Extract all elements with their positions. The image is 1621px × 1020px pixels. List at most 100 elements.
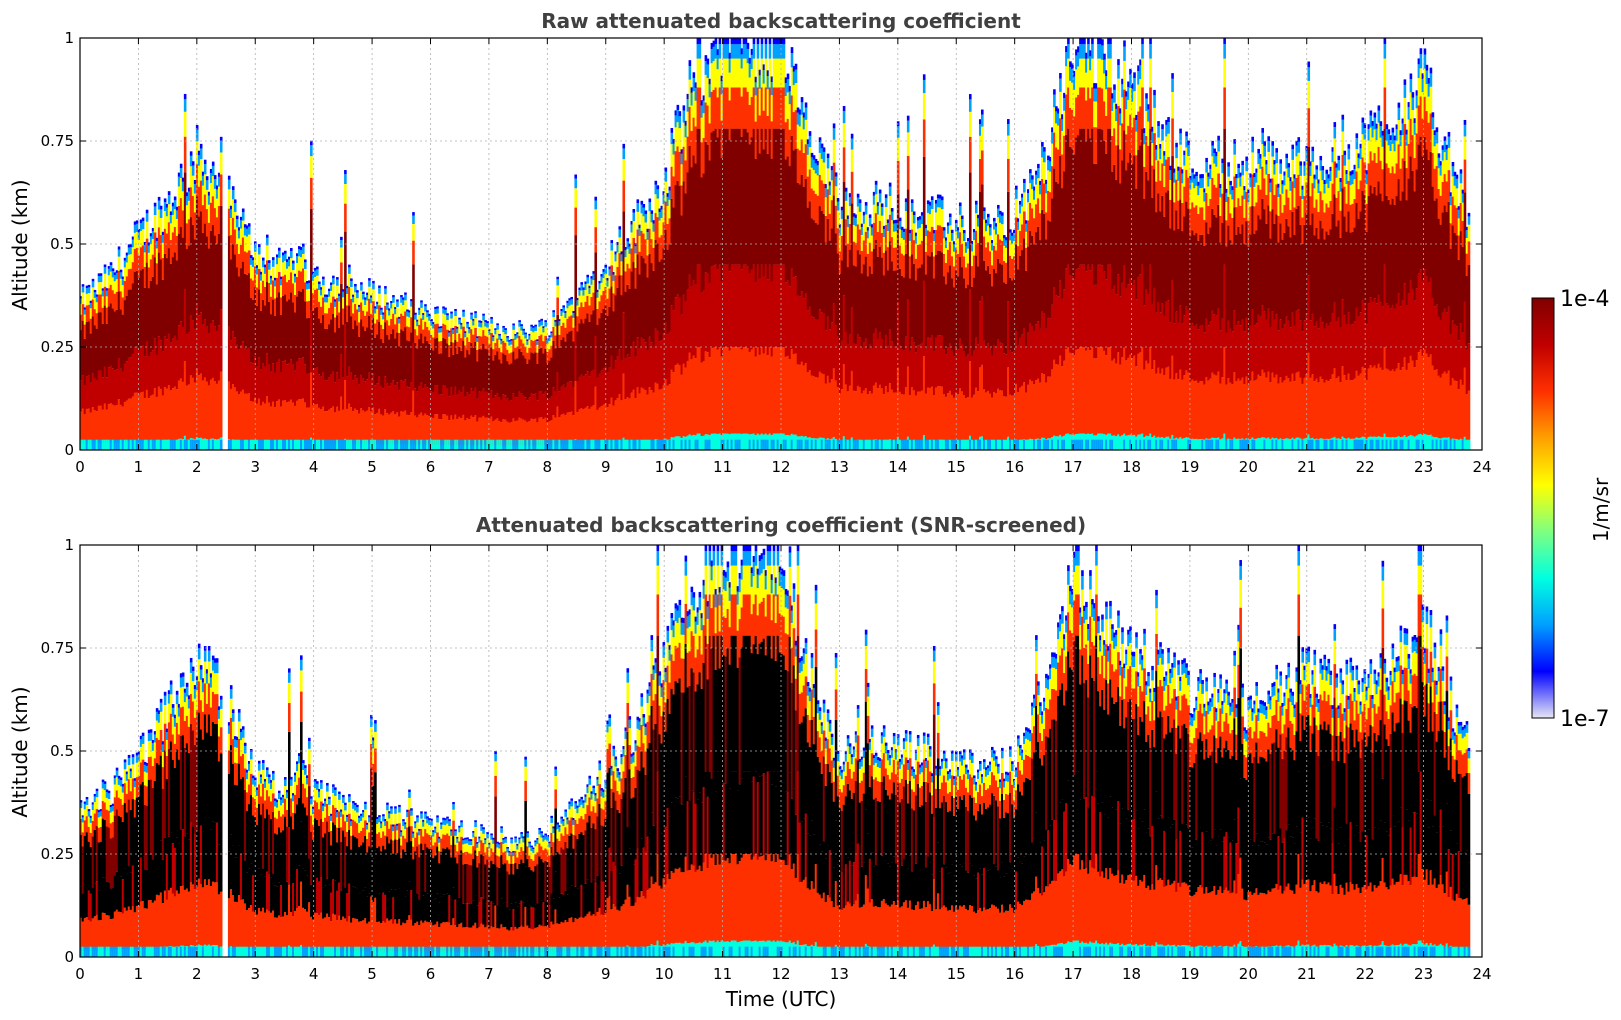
heatmap-column (606, 277, 610, 450)
heatmap-column (1037, 163, 1040, 450)
heatmap-column (756, 38, 760, 450)
heatmap-column (356, 290, 359, 450)
heatmap-column (314, 267, 317, 450)
heatmap-column (852, 213, 856, 450)
heatmap-column (187, 187, 191, 450)
x-tick-label: 13 (830, 458, 849, 476)
heatmap-column (984, 219, 988, 450)
heatmap-column (332, 275, 335, 450)
heatmap-column (476, 336, 479, 450)
heatmap-column (151, 227, 155, 450)
heatmap-column (638, 224, 642, 450)
heatmap-column (510, 339, 513, 450)
x-tick-label: 1 (134, 965, 144, 983)
heatmap-column (233, 199, 237, 450)
heatmap-column (782, 38, 786, 450)
heatmap-column (1161, 124, 1164, 450)
x-tick-label: 5 (367, 458, 377, 476)
heatmap-column (978, 119, 982, 450)
x-tick-label: 2 (192, 458, 202, 476)
heatmap-column (678, 111, 682, 450)
heatmap-column (410, 299, 413, 450)
x-tick-label: 24 (1472, 965, 1491, 983)
heatmap-column (1169, 165, 1172, 450)
heatmap-column (1173, 168, 1176, 450)
heatmap-column (1081, 38, 1084, 450)
heatmap-column (802, 112, 806, 450)
heatmap-column (564, 311, 567, 450)
heatmap-column (882, 225, 886, 450)
heatmap-column (722, 38, 726, 450)
heatmap-column (1007, 119, 1010, 450)
heatmap-column (298, 246, 301, 450)
heatmap-column (1039, 180, 1042, 450)
heatmap-column (304, 259, 307, 450)
heatmap-column (991, 240, 994, 450)
heatmap-column (1015, 185, 1018, 450)
heatmap-column (167, 191, 171, 450)
heatmap-column (704, 55, 708, 450)
heatmap-column (428, 313, 431, 450)
heatmap-column (1087, 38, 1090, 450)
heatmap-column (664, 167, 668, 450)
heatmap-column (968, 94, 972, 450)
heatmap-column (247, 223, 251, 450)
heatmap-column (592, 271, 596, 450)
heatmap-column (1069, 61, 1072, 450)
heatmap-column (418, 307, 421, 450)
heatmap-column (1217, 135, 1220, 450)
heatmap-column (816, 160, 820, 450)
heatmap-column (406, 309, 409, 450)
heatmap-column (350, 278, 353, 450)
heatmap-column (826, 153, 830, 450)
heatmap-column (1157, 121, 1160, 450)
heatmap-column (520, 324, 523, 450)
heatmap-column (1153, 89, 1156, 450)
heatmap-column (878, 189, 882, 450)
heatmap-column (616, 242, 620, 450)
heatmap-column (830, 166, 834, 450)
heatmap-column (956, 227, 960, 450)
x-tick-label: 1 (134, 458, 144, 476)
heatmap-column (432, 322, 435, 450)
heatmap-column (634, 243, 638, 450)
x-tick-label: 10 (655, 965, 674, 983)
colorbar-gradient (1531, 297, 1555, 719)
heatmap-column (790, 47, 794, 450)
heatmap-column (1105, 70, 1108, 450)
heatmap-column (283, 250, 287, 450)
heatmap-column (161, 231, 165, 450)
heatmap-column (518, 320, 521, 450)
heatmap-column (378, 285, 381, 450)
heatmap-column (898, 217, 902, 450)
heatmap-column (382, 312, 385, 450)
heatmap-column (558, 319, 561, 450)
heatmap-column (442, 306, 445, 450)
heatmap-column (764, 38, 768, 450)
heatmap-column (1059, 72, 1062, 450)
heatmap-column (119, 269, 123, 450)
x-tick-label: 6 (426, 458, 436, 476)
heatmap-column (526, 339, 529, 450)
heatmap-column (125, 252, 129, 450)
heatmap-column (408, 310, 411, 450)
heatmap-column (1075, 49, 1078, 450)
heatmap-column (568, 298, 571, 450)
heatmap-column (113, 272, 117, 450)
heatmap-column (320, 287, 323, 450)
heatmap-column (598, 280, 602, 450)
heatmap-column (211, 161, 215, 450)
heatmap-column (993, 217, 996, 450)
heatmap-column (1011, 232, 1014, 450)
heatmap-column (976, 214, 980, 450)
heatmap-column (398, 316, 401, 450)
heatmap-column (932, 230, 936, 450)
heatmap-column (436, 306, 439, 450)
heatmap-column (235, 215, 239, 450)
heatmap-column (658, 208, 662, 450)
heatmap-column (762, 64, 766, 450)
heatmap-column (892, 220, 896, 450)
x-tick-label: 22 (1356, 458, 1375, 476)
heatmap-column (854, 214, 858, 450)
